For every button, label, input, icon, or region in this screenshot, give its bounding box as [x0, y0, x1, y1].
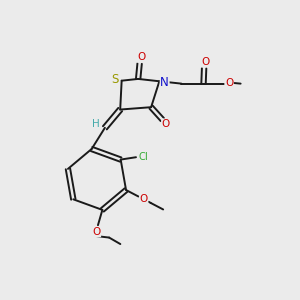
Text: S: S	[112, 73, 119, 86]
Text: O: O	[225, 78, 233, 88]
Text: Cl: Cl	[139, 152, 148, 162]
Text: N: N	[160, 76, 169, 89]
Text: H: H	[92, 119, 99, 129]
Text: O: O	[140, 194, 148, 204]
Text: O: O	[92, 227, 101, 237]
Text: O: O	[202, 57, 210, 67]
Text: O: O	[162, 119, 170, 129]
Text: O: O	[137, 52, 145, 62]
